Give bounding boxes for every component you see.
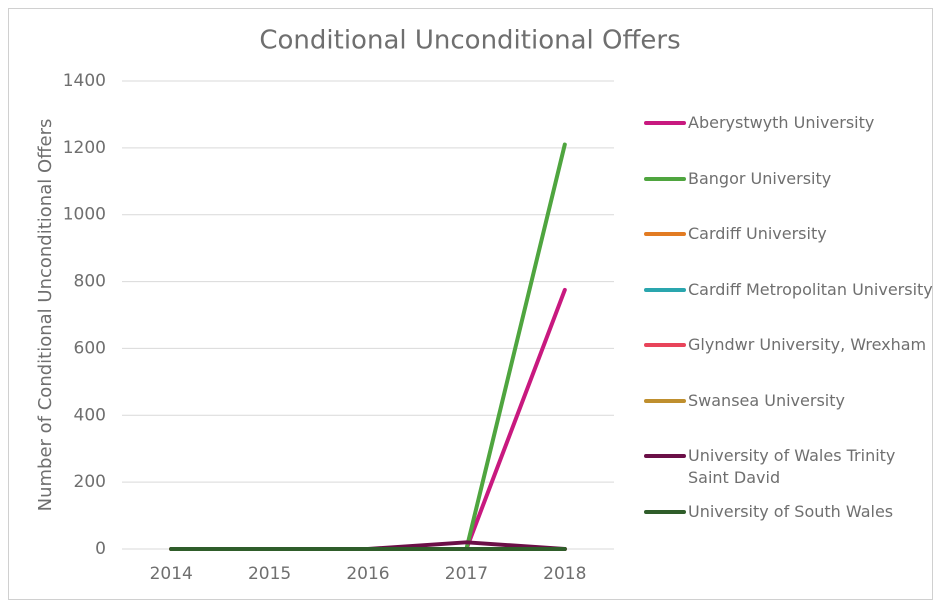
- legend-label: Glyndwr University, Wrexham: [688, 335, 927, 354]
- y-axis-title: Number of Conditional Unconditional Offe…: [35, 119, 56, 512]
- x-tick-label: 2016: [346, 564, 389, 584]
- legend-swatch: [644, 454, 686, 458]
- legend-entry: Aberystwyth University: [644, 112, 934, 134]
- y-tick-label: 200: [74, 472, 106, 492]
- chart-border: [8, 8, 933, 600]
- chart-title: Conditional Unconditional Offers: [259, 26, 680, 56]
- y-tick-label: 600: [74, 338, 106, 358]
- legend-swatch: [644, 398, 686, 403]
- legend-entry: Cardiff University: [644, 223, 934, 245]
- legend-swatch: [644, 232, 686, 236]
- legend-entry: Glyndwr University, Wrexham: [644, 334, 934, 356]
- legend-entry: Swansea University: [644, 390, 934, 412]
- legend-label: Cardiff Metropolitan University: [688, 279, 933, 299]
- legend-label: Swansea University: [688, 390, 845, 410]
- legend-swatch: [644, 176, 686, 181]
- legend-label: Cardiff University: [688, 224, 827, 243]
- legend-label: University of Wales Trinity Saint David: [688, 446, 896, 487]
- legend-label: University of South Wales: [688, 501, 894, 521]
- legend-entry: Cardiff Metropolitan University: [644, 279, 934, 301]
- legend-swatch: [644, 509, 686, 514]
- legend-swatch: [644, 121, 686, 125]
- y-tick-label: 1000: [63, 205, 106, 225]
- legend-swatch: [644, 343, 686, 347]
- legend-swatch: [644, 287, 686, 292]
- y-tick-label: 0: [95, 539, 106, 559]
- y-tick-label: 800: [74, 272, 106, 292]
- y-tick-label: 1400: [63, 71, 106, 91]
- x-tick-label: 2018: [543, 564, 586, 584]
- y-tick-label: 1200: [63, 138, 106, 158]
- legend-entry: University of South Wales: [644, 501, 934, 523]
- legend-entry: Bangor University: [644, 168, 934, 190]
- x-tick-label: 2017: [445, 564, 488, 584]
- x-tick-label: 2015: [248, 564, 291, 584]
- x-tick-label: 2014: [150, 564, 193, 584]
- legend-entry: University of Wales Trinity Saint David: [644, 445, 934, 489]
- legend-label: Aberystwyth University: [688, 113, 875, 132]
- legend-label: Bangor University: [688, 168, 832, 188]
- y-tick-label: 400: [74, 405, 106, 425]
